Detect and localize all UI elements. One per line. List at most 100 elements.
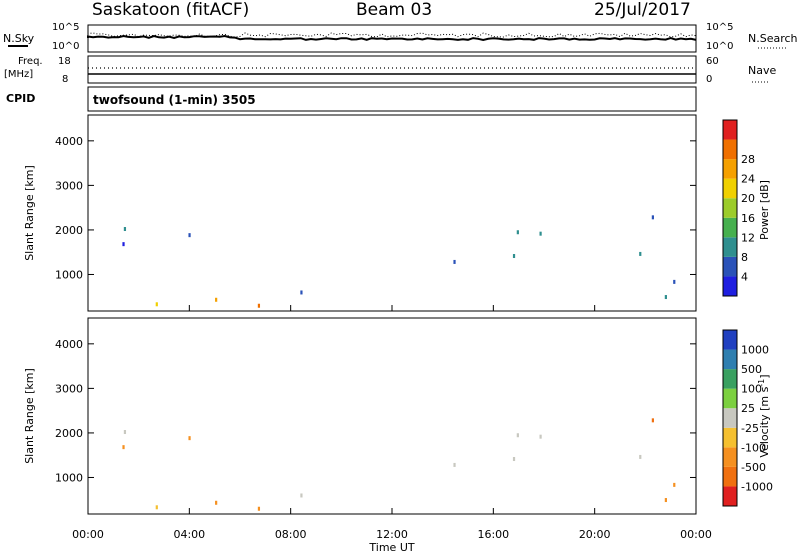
power-panel-frame [87, 114, 697, 312]
velocity-colorbar-tick-label: 100 [741, 383, 762, 396]
velocity-colorbar-swatch [723, 369, 737, 389]
power-y-tick-label: 4000 [55, 135, 83, 148]
x-tick-label: 08:00 [275, 528, 307, 541]
station-title: Saskatoon (fitACF) [92, 0, 250, 20]
power-y-axis: 1000 2000 3000 4000 [55, 135, 696, 281]
freq-right-tick-bottom: 0 [706, 74, 712, 85]
power-colorbar-tick-label: 12 [741, 231, 755, 244]
power-colorbar-swatch [723, 178, 737, 199]
power-echo-cell [639, 251, 642, 256]
velocity-y-tick-label: 4000 [55, 338, 83, 351]
velocity-echo-cell [664, 498, 667, 503]
noise-sky-trace [87, 34, 697, 42]
velocity-echo-cell [300, 493, 303, 498]
power-echo-cells [122, 215, 676, 308]
velocity-colorbar-tick-label: -100 [741, 441, 766, 454]
power-colorbar-tick-label: 20 [741, 192, 755, 205]
power-echo-cell [673, 279, 676, 284]
noise-right-tick-top: 10^5 [706, 22, 733, 33]
velocity-echo-cell [122, 445, 125, 450]
date-title: 25/Jul/2017 [594, 0, 691, 20]
velocity-y-axis: 1000 2000 3000 4000 [55, 338, 696, 484]
velocity-echo-cell [257, 506, 261, 511]
power-colorbar-swatch [723, 276, 737, 296]
noise-search-trace [87, 32, 697, 38]
velocity-colorbar-tick-label: 25 [741, 402, 755, 415]
power-colorbar-frame [722, 119, 738, 297]
power-colorbar-swatch [723, 139, 737, 160]
velocity-colorbar-swatch [723, 349, 737, 370]
power-y-tick-label: 2000 [55, 224, 83, 237]
power-echo-cell [664, 295, 667, 300]
power-colorbar-label: Power [dB] [758, 180, 771, 240]
power-echo-cell [215, 297, 218, 302]
power-echo-cell [512, 254, 516, 259]
time-x-axis: 00:00 04:00 08:00 12:00 16:00 20:00 00:00 [72, 305, 712, 541]
noise-left-tick-top: 10^5 [52, 22, 79, 33]
cpid-text: twofsound (1-min) 3505 [93, 93, 256, 107]
velocity-colorbar-tick-label: 1000 [741, 344, 769, 357]
velocity-colorbar-swatch [723, 330, 737, 350]
velocity-panel-frame [87, 317, 697, 515]
velocity-colorbar-label: Velocity [m s-1] [757, 374, 772, 457]
power-colorbar-swatch [723, 256, 737, 277]
x-tick-label: 20:00 [579, 528, 611, 541]
power-y-tick-label: 1000 [55, 268, 83, 281]
power-echo-cell [651, 215, 654, 220]
power-colorbar-swatch [723, 198, 737, 218]
velocity-echo-cell [516, 433, 519, 438]
power-colorbar-swatch [723, 217, 737, 238]
velocity-y-tick-label: 1000 [55, 471, 83, 484]
noise-left-tick-bottom: 10^0 [52, 41, 79, 52]
freq-left-tick-bottom: 8 [62, 74, 68, 85]
velocity-colorbar: -1000 -500 -100 -25 25 100 500 1000 [722, 329, 773, 507]
power-echo-cell [453, 259, 456, 264]
velocity-echo-cell [639, 454, 642, 459]
velocity-echo-cell [123, 430, 127, 435]
velocity-colorbar-swatch [723, 388, 737, 409]
velocity-echo-cell [539, 434, 542, 439]
power-echo-cell [188, 233, 191, 238]
power-colorbar-swatch [723, 120, 737, 140]
power-colorbar-tick-label: 16 [741, 212, 755, 225]
noise-traces [87, 32, 697, 42]
velocity-colorbar-swatch [723, 447, 737, 467]
velocity-echo-cells [122, 418, 676, 511]
x-tick-label: 00:00 [680, 528, 712, 541]
velocity-colorbar-tick-label: -1000 [741, 480, 773, 493]
power-echo-cell [122, 242, 125, 247]
cpid-label: CPID [6, 92, 35, 105]
nave-label: Nave [748, 64, 776, 77]
power-colorbar: 4 8 12 16 20 24 28 [722, 119, 755, 297]
power-y-tick-label: 3000 [55, 179, 83, 192]
power-colorbar-tick-label: 28 [741, 153, 755, 166]
velocity-colorbar-tick-label: 500 [741, 363, 762, 376]
power-colorbar-tick-label: 4 [741, 270, 748, 283]
freq-right-tick-top: 60 [706, 56, 719, 67]
velocity-colorbar-swatch [723, 466, 737, 487]
noise-right-label: N.Search [748, 32, 798, 45]
power-echo-cell [516, 230, 519, 235]
power-colorbar-swatch [723, 159, 737, 179]
velocity-colorbar-swatch [723, 486, 737, 506]
noise-left-label: N.Sky [3, 32, 35, 45]
velocity-echo-cell [155, 505, 158, 510]
freq-left-tick-top: 18 [58, 56, 71, 67]
velocity-echo-cell [673, 482, 676, 487]
freq-panel-frame [87, 55, 697, 84]
x-tick-label: 00:00 [72, 528, 104, 541]
noise-right-tick-bottom: 10^0 [706, 41, 733, 52]
velocity-colorbar-swatch [723, 408, 737, 428]
velocity-echo-cell [512, 457, 516, 462]
velocity-echo-cell [215, 500, 218, 505]
power-echo-cell [123, 227, 127, 232]
noise-panel-frame [87, 24, 697, 53]
power-colorbar-tick-label: 24 [741, 173, 755, 186]
freq-label-line2: [MHz] [4, 69, 33, 80]
velocity-colorbar-swatch [723, 427, 737, 448]
cpid-panel-frame [87, 86, 697, 112]
freq-label-line1: Freq. [18, 56, 43, 67]
power-ylabel: Slant Range [km] [23, 165, 36, 261]
